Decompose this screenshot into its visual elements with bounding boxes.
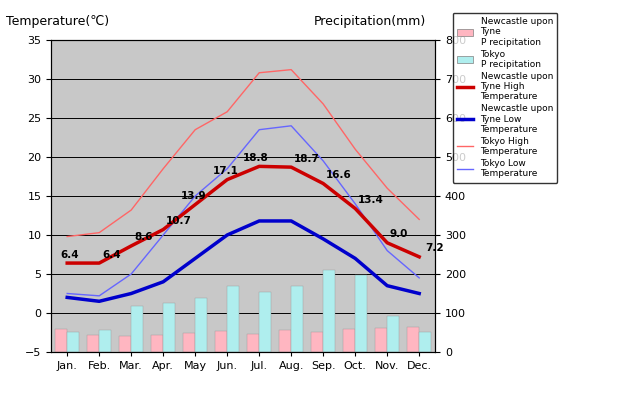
Legend: Newcastle upon
Tyne
P recipitation, Tokyo
P recipitation, Newcastle upon
Tyne Hi: Newcastle upon Tyne P recipitation, Toky… [452,12,557,183]
Text: 13.4: 13.4 [358,195,384,205]
Bar [215,331,227,352]
Bar [407,327,419,352]
Bar [99,330,111,352]
Text: 6.4: 6.4 [60,250,79,260]
Bar [291,286,303,352]
Bar [119,336,131,352]
Bar [163,303,175,352]
Bar [55,329,67,352]
Bar [375,328,387,352]
Text: 7.2: 7.2 [425,243,444,253]
Bar [323,270,335,352]
Text: Temperature(℃): Temperature(℃) [6,15,109,28]
Bar [151,335,163,352]
Text: 18.8: 18.8 [243,153,268,163]
Bar [247,334,259,352]
Text: 13.9: 13.9 [181,191,207,201]
Text: 6.4: 6.4 [102,250,120,260]
Bar [131,306,143,352]
Bar [87,335,99,352]
Text: 10.7: 10.7 [166,216,192,226]
Bar [343,329,355,352]
Text: 8.6: 8.6 [134,232,152,242]
Bar [311,332,323,352]
Bar [259,292,271,352]
Bar [195,298,207,352]
Text: 9.0: 9.0 [390,229,408,239]
Bar [387,316,399,352]
Bar [67,332,79,352]
Text: Precipitation(mm): Precipitation(mm) [314,15,426,28]
Bar [355,275,367,352]
Bar [227,286,239,352]
Text: 18.7: 18.7 [294,154,320,164]
Text: 17.1: 17.1 [213,166,239,176]
Bar [419,332,431,352]
Bar [183,333,195,352]
Text: 16.6: 16.6 [326,170,352,180]
Bar [279,330,291,352]
